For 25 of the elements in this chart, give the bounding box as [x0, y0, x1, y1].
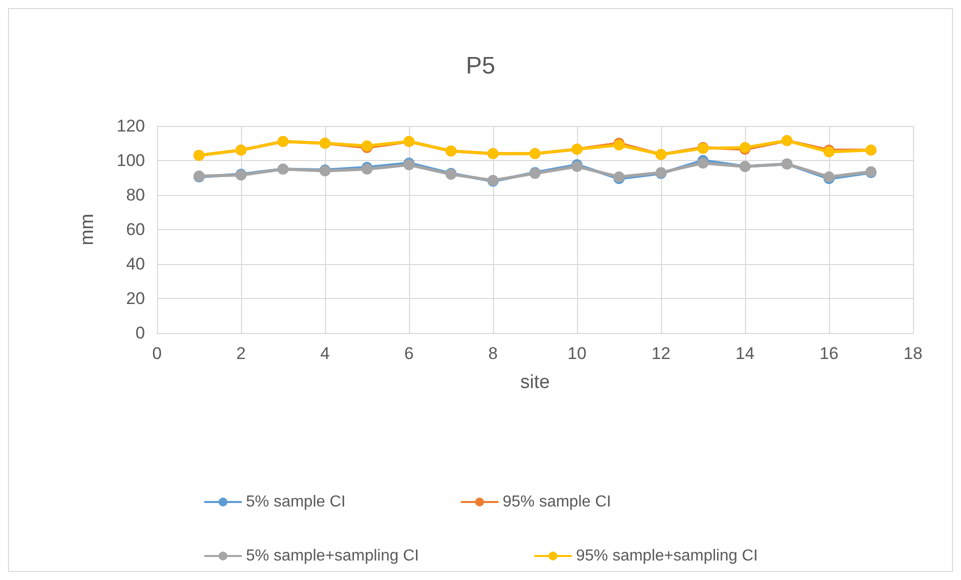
y-tick-label: 60 — [126, 220, 145, 239]
x-tick-label: 0 — [152, 344, 162, 363]
chart-title: P5 — [466, 52, 496, 80]
point — [698, 158, 708, 169]
y-tick-label: 80 — [126, 186, 145, 204]
y-tick-label: 0 — [136, 324, 145, 342]
legend-label: 5% sample CI — [246, 494, 346, 510]
legend-label: 95% sample CI — [502, 494, 612, 510]
x-tick-label: 10 — [568, 344, 586, 363]
x-tick-label: 12 — [652, 344, 670, 363]
x-tick-label: 18 — [904, 344, 922, 363]
x-tick-label: 4 — [320, 344, 330, 363]
x-tick-label: 14 — [736, 344, 754, 363]
y-tick-label: 120 — [116, 116, 145, 136]
y-tick-label: 20 — [126, 289, 145, 308]
y-tick-label: 40 — [126, 254, 145, 274]
x-tick-label: 8 — [488, 344, 498, 363]
x-tick-label: 16 — [820, 344, 838, 363]
x-tick-label: 6 — [404, 344, 414, 363]
legend-label: 5% sample+sampling CI — [246, 548, 419, 564]
legend-label: 95% sample+sampling CI — [576, 548, 758, 564]
y-tick-label: 100 — [116, 151, 145, 170]
x-tick-label: 2 — [236, 344, 246, 363]
y-axis-title: mm — [77, 214, 98, 246]
x-axis-title: site — [520, 372, 550, 393]
